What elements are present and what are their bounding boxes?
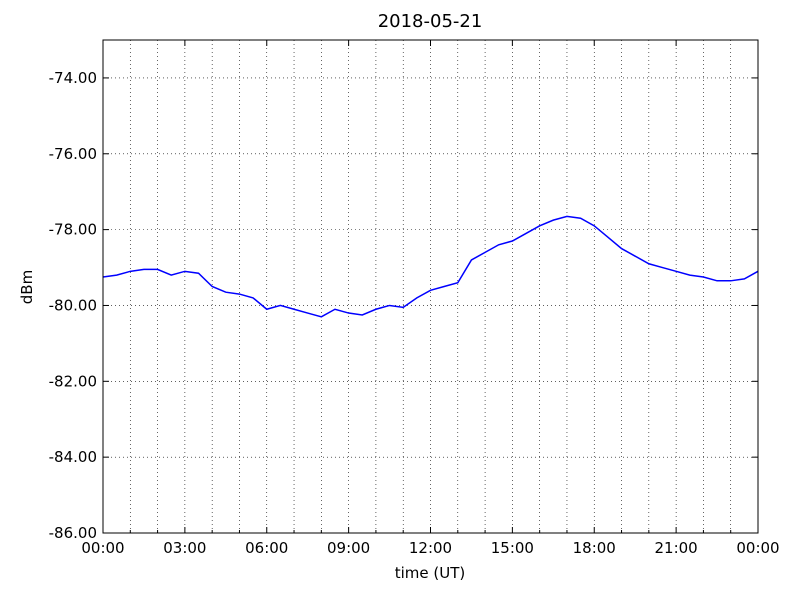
x-axis-label: time (UT) bbox=[395, 564, 466, 582]
x-tick-label: 15:00 bbox=[491, 539, 534, 557]
x-tick-label: 09:00 bbox=[327, 539, 370, 557]
x-tick-label: 18:00 bbox=[573, 539, 616, 557]
y-axis-label: dBm bbox=[18, 270, 36, 304]
y-tick-label: -74.00 bbox=[49, 69, 97, 87]
y-tick-label: -78.00 bbox=[49, 221, 97, 239]
y-tick-label: -76.00 bbox=[49, 145, 97, 163]
y-tick-label: -84.00 bbox=[49, 448, 97, 466]
data-line bbox=[102, 215, 759, 318]
x-tick-label: 06:00 bbox=[245, 539, 288, 557]
x-tick-label: 03:00 bbox=[163, 539, 206, 557]
x-tick-label: 00:00 bbox=[736, 539, 779, 557]
chart-title: 2018-05-21 bbox=[378, 11, 483, 32]
x-tick-label: 21:00 bbox=[655, 539, 698, 557]
y-tick-label: -82.00 bbox=[49, 372, 97, 390]
x-tick-label: 00:00 bbox=[81, 539, 124, 557]
y-tick-label: -86.00 bbox=[49, 524, 97, 542]
x-tick-label: 12:00 bbox=[409, 539, 452, 557]
y-tick-label: -80.00 bbox=[49, 296, 97, 314]
plot-frame bbox=[102, 39, 759, 534]
